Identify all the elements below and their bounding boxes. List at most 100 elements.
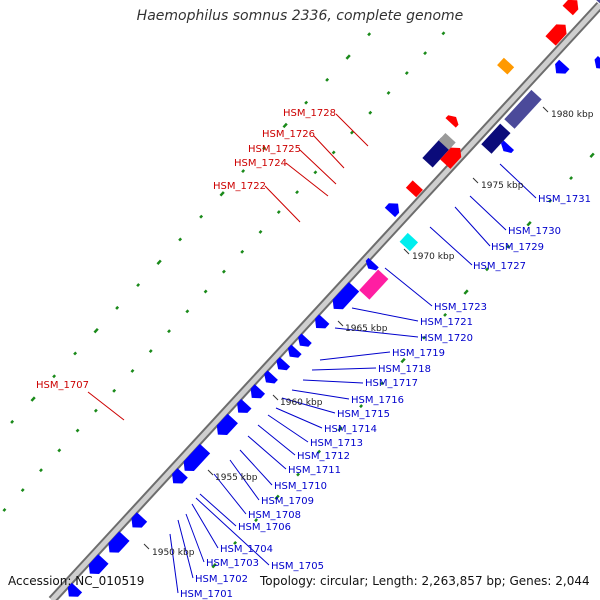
gene-feature[interactable] (247, 384, 266, 402)
gene-arrow (131, 512, 148, 528)
gc-dot (526, 221, 532, 227)
gc-dot (2, 508, 7, 512)
gene-feature[interactable] (399, 232, 419, 252)
gene-label[interactable]: HSM_1702 (195, 574, 248, 585)
gc-dot (386, 90, 391, 95)
gc-dot (548, 198, 553, 203)
leader-line (195, 497, 270, 566)
gene-label[interactable]: HSM_1703 (206, 558, 259, 569)
gene-arrow (250, 384, 266, 399)
gene-label[interactable]: HSM_1711 (288, 465, 341, 476)
gene-feature[interactable] (504, 89, 542, 129)
gene-feature[interactable] (213, 413, 238, 440)
gc-dot (282, 122, 288, 129)
gene-feature[interactable] (295, 333, 312, 351)
gene-label[interactable]: HSM_1713 (310, 438, 363, 449)
gc-dot (274, 494, 280, 501)
gene-arrow (237, 399, 252, 413)
gene-feature[interactable] (445, 112, 461, 128)
gc-dot (93, 408, 98, 413)
gene-arrow (276, 357, 291, 371)
gene-label[interactable]: HSM_1722 (213, 181, 266, 192)
gene-feature[interactable] (591, 55, 600, 73)
gene-label[interactable]: HSM_1712 (297, 451, 350, 462)
gene-feature[interactable] (233, 399, 252, 417)
leader-line (313, 135, 345, 169)
gene-feature[interactable] (545, 20, 570, 46)
gene-label[interactable]: HSM_1731 (538, 194, 591, 205)
gene-label[interactable]: HSM_1721 (420, 317, 473, 328)
tick-label: 1955 kbp (215, 473, 258, 483)
gene-label[interactable]: HSM_1705 (271, 561, 324, 572)
gene-feature[interactable] (498, 140, 515, 156)
gene-label[interactable]: HSM_1720 (420, 333, 473, 344)
gene-label[interactable]: HSM_1716 (351, 395, 404, 406)
gene-feature[interactable] (562, 0, 583, 16)
gene-feature[interactable] (384, 199, 403, 218)
leader-line (169, 533, 179, 594)
scale-ticks: 1950 kbp 1955 kbp 1960 kbp 1965 kbp 1970… (143, 106, 594, 558)
leader-line (384, 267, 433, 307)
gene-feature[interactable] (481, 123, 511, 154)
gc-dot (380, 381, 385, 386)
gene-feature[interactable] (273, 357, 291, 374)
gene-label[interactable]: HSM_1714 (324, 424, 377, 435)
gc-dot (485, 267, 490, 272)
gene-label[interactable]: HSM_1710 (274, 481, 327, 492)
gene-feature[interactable] (285, 344, 302, 362)
gene-label[interactable]: HSM_1707 (36, 380, 89, 391)
tick-mark (542, 106, 549, 113)
gc-dot (112, 388, 117, 393)
gene-feature[interactable] (438, 133, 456, 150)
gene-label[interactable]: HSM_1715 (337, 409, 390, 420)
gene-label[interactable]: HSM_1727 (473, 261, 526, 272)
gc-dot (345, 54, 351, 60)
gene-label[interactable]: HSM_1717 (365, 378, 418, 389)
gene-label[interactable]: HSM_1704 (220, 544, 273, 555)
gene-label[interactable]: HSM_1724 (234, 158, 287, 169)
gene-label[interactable]: HSM_1726 (262, 129, 315, 140)
gc-dot (219, 191, 225, 197)
gc-dot (422, 335, 427, 340)
tick-label: 1960 kbp (280, 398, 323, 408)
gene-feature[interactable] (329, 282, 360, 314)
accession-label: Accession: NC_010519 (8, 574, 145, 588)
gene-feature[interactable] (440, 143, 465, 169)
leader-line (429, 226, 473, 266)
gene-feature[interactable] (359, 269, 389, 300)
gene-feature[interactable] (497, 57, 515, 75)
gene-label[interactable]: HSM_1708 (248, 510, 301, 521)
gene-label[interactable]: HSM_1718 (378, 364, 431, 375)
gene-block (504, 89, 542, 129)
gc-dot (130, 368, 135, 373)
gene-label[interactable]: HSM_1706 (238, 522, 291, 533)
gene-arrow (545, 24, 567, 46)
gene-label[interactable]: HSM_1701 (180, 589, 233, 600)
gene-feature[interactable] (551, 59, 570, 78)
gene-feature[interactable] (180, 443, 211, 476)
gene-feature[interactable] (311, 314, 330, 332)
gene-feature[interactable] (261, 370, 278, 387)
gene-label[interactable]: HSM_1723 (434, 302, 487, 313)
gene-feature[interactable] (363, 257, 379, 273)
gc-dot (313, 170, 318, 175)
gene-label[interactable]: HSM_1729 (491, 242, 544, 253)
gene-feature[interactable] (104, 531, 130, 557)
gene-label[interactable]: HSM_1719 (392, 348, 445, 359)
tick-label: 1965 kbp (345, 324, 388, 334)
gene-label[interactable]: HSM_1709 (261, 496, 314, 507)
gene-feature[interactable] (127, 512, 148, 532)
gene-label[interactable]: HSM_1728 (283, 108, 336, 119)
gene-feature[interactable] (405, 180, 423, 198)
leader-line (454, 206, 491, 247)
gc-dot (258, 229, 263, 234)
gene-label[interactable]: HSM_1730 (508, 226, 561, 237)
gene-feature[interactable] (168, 468, 188, 488)
gene-label[interactable]: HSM_1725 (248, 144, 301, 155)
leader-line (299, 149, 337, 185)
gene-feature[interactable] (85, 554, 109, 578)
gene-feature[interactable] (64, 582, 83, 600)
gene-arrow (440, 147, 462, 169)
